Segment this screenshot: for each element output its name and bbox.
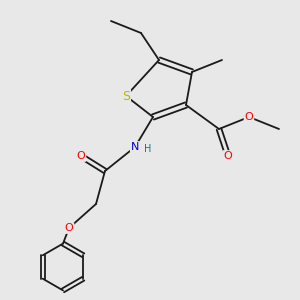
Text: O: O [244, 112, 253, 122]
Text: O: O [76, 151, 85, 161]
Text: N: N [131, 142, 139, 152]
Text: O: O [224, 151, 232, 161]
Text: O: O [64, 223, 74, 233]
Text: H: H [144, 143, 151, 154]
Text: S: S [122, 89, 130, 103]
